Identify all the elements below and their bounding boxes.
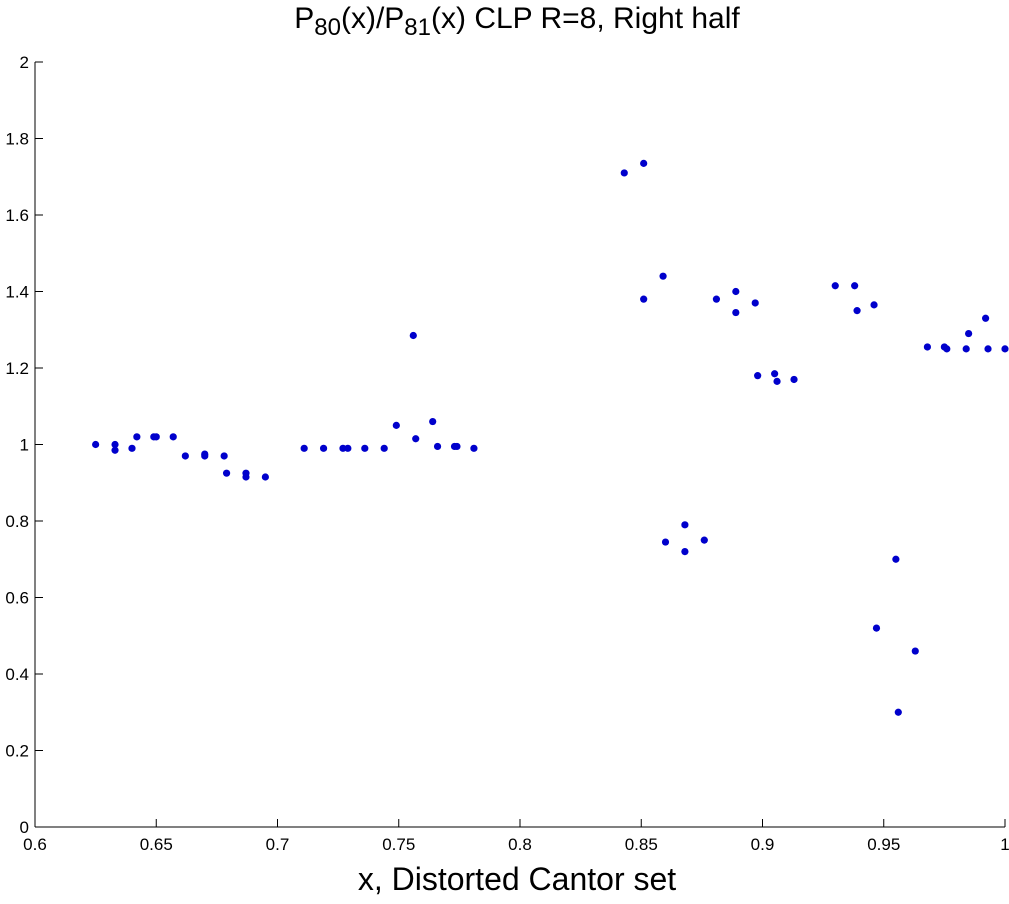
data-point	[943, 345, 951, 353]
data-points	[92, 159, 1009, 716]
x-tick-label: 0.95	[867, 835, 900, 854]
y-tick-label: 1.6	[5, 206, 29, 225]
data-point	[872, 624, 881, 632]
data-point	[409, 331, 417, 340]
x-tick-label: 0.7	[266, 835, 290, 854]
data-point	[659, 272, 667, 280]
data-point	[851, 282, 859, 290]
data-point	[92, 440, 100, 449]
data-point	[681, 521, 689, 529]
data-point	[892, 555, 900, 563]
data-point	[261, 473, 269, 481]
y-tick-label: 0.4	[5, 665, 29, 684]
x-axis-ticks: 0.6 0.65 0.7 0.75 0.8 0.85 0.9 0.95 1	[23, 819, 1009, 854]
data-point	[429, 417, 437, 426]
data-point	[640, 295, 648, 303]
axes	[34, 62, 1005, 828]
y-tick-label: 2	[20, 53, 29, 72]
title-segment: (x)/P	[341, 2, 404, 35]
title-segment: P	[294, 2, 314, 35]
y-tick-label: 0.6	[5, 589, 29, 608]
data-point	[771, 370, 779, 378]
x-tick-label: 0.65	[140, 835, 173, 854]
y-tick-label: 1.8	[5, 130, 29, 149]
data-point	[344, 444, 352, 452]
data-point	[773, 377, 781, 385]
x-tick-label: 0.75	[382, 835, 415, 854]
data-point	[392, 421, 400, 429]
x-axis-label: x, Distorted Cantor set	[358, 861, 676, 897]
data-point	[1001, 345, 1009, 353]
data-point	[201, 450, 209, 458]
data-point	[453, 442, 461, 451]
x-tick-label: 1	[1000, 835, 1009, 854]
data-point	[300, 444, 308, 452]
x-tick-label: 0.6	[23, 835, 47, 854]
title-segment: (x) CLP R=8, Right half	[431, 2, 740, 35]
data-point	[831, 282, 839, 290]
data-point	[640, 159, 648, 167]
x-tick-label: 0.8	[508, 835, 532, 854]
title-subscript: 80	[314, 14, 341, 41]
y-tick-label: 0.2	[5, 742, 29, 761]
data-point	[412, 435, 420, 443]
data-point	[923, 343, 932, 351]
data-point	[790, 375, 798, 384]
data-point	[870, 301, 878, 309]
x-tick-label: 0.9	[751, 835, 775, 854]
data-point	[111, 446, 119, 454]
data-point	[754, 372, 762, 380]
y-tick-label: 1.2	[5, 359, 29, 378]
data-point	[700, 536, 708, 544]
data-point	[181, 452, 189, 460]
data-point	[911, 647, 919, 655]
data-point	[220, 452, 228, 460]
data-point	[732, 287, 740, 296]
x-tick-label: 0.85	[625, 835, 658, 854]
data-point	[242, 473, 250, 481]
data-point	[712, 295, 721, 303]
data-point	[433, 442, 442, 451]
data-point	[751, 299, 759, 307]
data-point	[169, 433, 177, 441]
data-point	[962, 345, 970, 353]
y-tick-label: 0.8	[5, 512, 29, 531]
data-point	[222, 469, 231, 477]
title-subscript: 81	[404, 14, 431, 41]
data-point	[380, 444, 388, 452]
chart-title: P80(x)/P81(x) CLP R=8, Right half	[294, 2, 740, 41]
data-point	[128, 444, 136, 452]
data-point	[361, 444, 369, 452]
y-tick-label: 1	[20, 436, 29, 455]
data-point	[133, 433, 141, 441]
data-point	[965, 329, 973, 338]
data-point	[853, 307, 861, 315]
data-point	[984, 345, 992, 353]
y-axis-ticks: 0 0.2 0.4 0.6 0.8 1 1.2 1.4 1.6 1.8 2	[5, 53, 43, 837]
y-tick-label: 1.4	[5, 283, 29, 302]
data-point	[319, 444, 328, 452]
data-point	[152, 433, 160, 441]
data-point	[732, 308, 740, 317]
data-point	[620, 169, 628, 177]
data-point	[894, 708, 902, 716]
data-point	[982, 314, 990, 322]
data-point	[681, 548, 689, 556]
y-tick-label: 0	[20, 818, 29, 837]
data-point	[661, 538, 670, 546]
data-point	[111, 440, 119, 449]
data-point	[470, 444, 478, 452]
